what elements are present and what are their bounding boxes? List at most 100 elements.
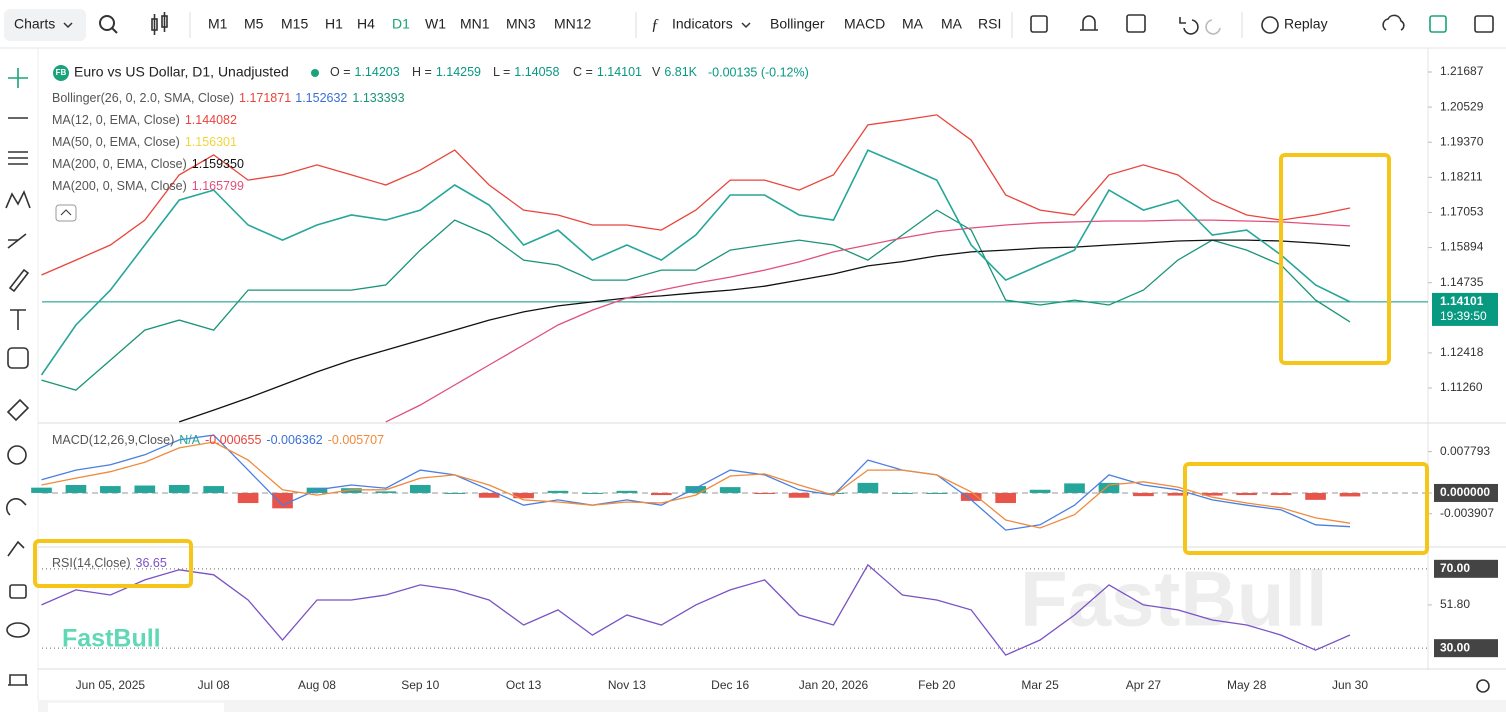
series-line: [41, 114, 1351, 276]
timeframe-button[interactable]: D1: [392, 16, 410, 32]
series-line: [41, 441, 1351, 529]
fullscreen-icon[interactable]: [1474, 15, 1494, 33]
indicator-legend: MA(200, 0, SMA, Close) 1.165799: [52, 179, 244, 193]
replay-icon[interactable]: [1261, 16, 1279, 34]
y-tick-label: 1.17053: [1440, 205, 1484, 219]
indicator-value: 1.152632: [295, 91, 347, 105]
timeframe-button[interactable]: MN3: [506, 16, 536, 32]
timeframe-button[interactable]: MN12: [554, 16, 592, 32]
charts-label[interactable]: Charts: [14, 16, 55, 32]
symbol-badge: [53, 65, 69, 81]
x-tick-label: Jan 20, 2026: [799, 678, 869, 692]
y-tick-label: 30.00: [1440, 640, 1470, 654]
histogram-bar: [1133, 492, 1154, 497]
x-tick-label: Jul 08: [198, 678, 230, 692]
layout-icon[interactable]: [1030, 15, 1048, 33]
ohlc-label: C =: [573, 65, 593, 79]
alert-icon[interactable]: [1080, 15, 1098, 31]
x-tick-label: Nov 13: [608, 678, 646, 692]
timeframe-button[interactable]: M5: [244, 16, 264, 32]
search-icon: [111, 27, 118, 34]
study-button[interactable]: MA: [941, 16, 963, 32]
collapse-button[interactable]: [55, 204, 77, 222]
histogram-bar: [650, 492, 672, 496]
histogram-bar: [1167, 492, 1189, 496]
x-tick-label: Sep 10: [401, 678, 439, 692]
indicator-name: MA(200, 0, SMA, Close): [52, 179, 187, 193]
study-button[interactable]: MACD: [844, 16, 885, 32]
x-tick-label: Dec 16: [711, 678, 749, 692]
indicator-value: N/A: [179, 433, 201, 447]
ohlc-label: H =: [412, 65, 432, 79]
indicator-value: 1.144082: [185, 113, 237, 127]
indicator-legend: RSI(14,Close) 36.65: [52, 556, 167, 570]
timeframe-button[interactable]: M1: [208, 16, 228, 32]
highlight-box: [1183, 462, 1429, 555]
share-icon[interactable]: [1429, 15, 1447, 33]
y-tick-label: 0.000000: [1440, 485, 1490, 499]
histogram-bar: [341, 488, 362, 493]
fx-icon: ƒ: [651, 17, 659, 34]
indicator-value: 1.133393: [352, 91, 404, 105]
charts-button[interactable]: [4, 9, 86, 41]
indicator-name: Bollinger(26, 0, 2.0, SMA, Close): [52, 91, 234, 105]
ohlc-label: L =: [493, 65, 510, 79]
y-tick-label: 1.12418: [1440, 345, 1484, 359]
calendar-icon[interactable]: [1126, 14, 1146, 33]
histogram-bar: [134, 485, 156, 493]
ohlc-item: L = 1.14058: [493, 65, 559, 79]
y-tick-label: 1.20529: [1440, 99, 1484, 113]
x-tick-label: May 28: [1227, 678, 1267, 692]
indicator-legend: MACD(12,26,9,Close) N/A -0.000655 -0.006362…: [52, 433, 384, 447]
histogram-bar: [1029, 489, 1051, 493]
series-line: [41, 209, 1351, 391]
indicator-value: 1.165799: [192, 179, 244, 193]
cloud-icon[interactable]: [1382, 14, 1405, 31]
histogram-bar: [1201, 492, 1223, 496]
histogram-bar: [582, 492, 603, 494]
status-dot: [311, 69, 319, 77]
replay-button[interactable]: Replay: [1284, 16, 1328, 32]
x-tick-label: Apr 27: [1126, 678, 1162, 692]
watermark-logo: FastBull: [62, 625, 161, 653]
histogram-bar: [1098, 482, 1120, 493]
histogram-bar: [685, 486, 707, 493]
settings-icon[interactable]: [1476, 679, 1490, 693]
chevron: [63, 22, 73, 29]
chevron: [60, 209, 72, 216]
indicator-value: -0.005707: [328, 433, 384, 447]
y-tick-label: 0.007793: [1440, 444, 1490, 458]
timeframe-button[interactable]: M15: [281, 16, 308, 32]
study-button[interactable]: Bollinger: [770, 16, 825, 32]
y-tick-label: 1.21687: [1440, 64, 1484, 78]
timeframe-button[interactable]: MN1: [460, 16, 490, 32]
timeframe-button[interactable]: H4: [357, 16, 375, 32]
timeframe-button[interactable]: W1: [425, 16, 446, 32]
histogram-bar: [547, 490, 569, 493]
x-tick-label: Jun 30: [1332, 678, 1368, 692]
y-tick-label: 1.14735: [1440, 275, 1484, 289]
histogram-bar: [1305, 492, 1326, 500]
indicators-button[interactable]: Indicators: [672, 16, 733, 32]
timeframe-button[interactable]: H1: [325, 16, 343, 32]
volume-value: 6.81K: [664, 65, 697, 79]
tick-box: [1434, 639, 1498, 658]
histogram-bar: [754, 492, 775, 495]
drawing-tools[interactable]: [5, 68, 31, 686]
tick-box: [1434, 483, 1498, 502]
ohlc-item: O = 1.14203: [330, 65, 400, 79]
study-button[interactable]: MA: [902, 16, 924, 32]
study-button[interactable]: RSI: [978, 16, 1001, 32]
y-tick-label: 1.11260: [1440, 380, 1483, 394]
search-icon[interactable]: [99, 15, 115, 31]
indicator-name: MACD(12,26,9,Close): [52, 433, 174, 447]
indicator-legend: MA(12, 0, EMA, Close) 1.144082: [52, 113, 237, 127]
redo-icon[interactable]: [1205, 19, 1221, 35]
indicator-legend: MA(200, 0, EMA, Close) 1.159350: [52, 157, 244, 171]
series-line: [178, 239, 1351, 423]
volume: V 6.81K: [652, 65, 698, 79]
x-tick-label: Feb 20: [918, 678, 956, 692]
undo-icon[interactable]: [1179, 17, 1199, 35]
candle-icon[interactable]: [151, 12, 168, 35]
histogram-bar: [31, 487, 52, 493]
